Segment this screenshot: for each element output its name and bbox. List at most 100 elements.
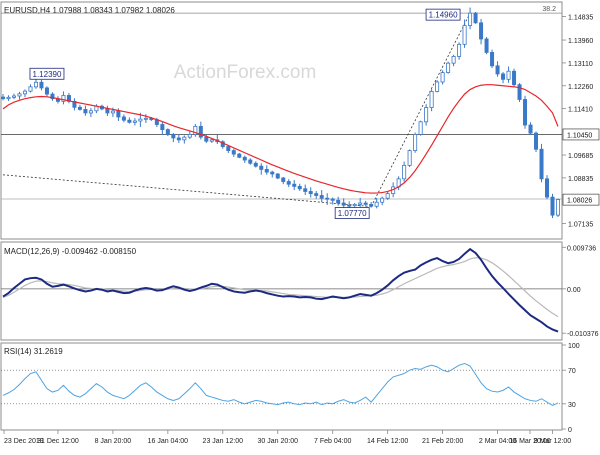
candle-body — [176, 137, 181, 141]
candle-body — [413, 134, 418, 151]
moving-average — [2, 84, 559, 194]
candle-body — [226, 146, 231, 151]
candle-body — [237, 153, 242, 158]
candle-body — [550, 196, 555, 216]
price-annotation-text: 1.07770 — [338, 209, 367, 218]
time-tick-label: 23 Jan 12:00 — [203, 438, 244, 445]
candle-body — [33, 81, 38, 88]
candle-body — [303, 188, 308, 192]
candle-body — [374, 201, 379, 207]
candle-body — [341, 202, 346, 206]
candle-body — [248, 159, 253, 164]
candle-body — [0, 96, 6, 100]
time-tick-label: 7 Feb 04:00 — [314, 438, 351, 445]
candle-body — [446, 62, 451, 73]
candle-body — [556, 199, 561, 216]
candle-body — [61, 95, 66, 102]
candle-body — [105, 108, 110, 114]
candle-body — [116, 110, 121, 118]
candle-body — [138, 118, 143, 122]
candle-body — [534, 132, 539, 150]
candle-body — [50, 93, 55, 100]
candle-body — [83, 109, 88, 114]
price-annotation: 1.07770 — [334, 207, 370, 219]
rsi-axis: 100 70 30 0 — [562, 343, 580, 434]
candle-body — [44, 87, 49, 95]
candle-body — [39, 81, 44, 89]
candle-body — [539, 148, 544, 180]
macd-tick-label: 0.00 — [567, 287, 581, 294]
candle-body — [292, 183, 297, 187]
price-annotation-text: 1.12390 — [33, 70, 62, 79]
candle-body — [132, 120, 137, 123]
candle-body — [160, 124, 165, 131]
time-tick-label: 30 Jan 20:00 — [258, 438, 299, 445]
macd-label: MACD(12,26,9) -0.009462 -0.008150 — [4, 247, 137, 256]
candle-body — [429, 91, 434, 108]
macd-tick-label: -0.010376 — [567, 331, 599, 338]
candle-body — [407, 150, 412, 166]
candle-body — [11, 95, 16, 98]
candle-body — [523, 99, 528, 126]
candle-body — [193, 125, 198, 135]
candle-body — [77, 106, 82, 110]
ma-line — [2, 84, 559, 194]
candle-body — [242, 156, 247, 161]
price-tick-label: 1.11410 — [568, 107, 593, 114]
candle-body — [270, 171, 275, 175]
candle-body — [490, 52, 495, 67]
candle-body — [495, 65, 500, 75]
candle-body — [402, 164, 407, 180]
rsi-plot — [1, 362, 562, 407]
price-annotation: 1.12390 — [29, 67, 65, 80]
candle-body — [110, 110, 115, 114]
candle-body — [347, 204, 352, 207]
candle-body — [468, 12, 473, 26]
candle-body — [424, 107, 429, 123]
candle-body — [479, 22, 484, 40]
price-tick-label: 1.13960 — [568, 38, 593, 45]
macd-line — [2, 247, 559, 333]
candle-body — [17, 93, 22, 97]
candle-body — [297, 185, 302, 190]
candle-body — [171, 134, 176, 139]
resistance-label: 1.10450 — [567, 132, 592, 139]
price-tick-label: 1.12260 — [568, 84, 593, 91]
price-tick-label: 1.09685 — [568, 153, 593, 160]
candle-body — [314, 193, 319, 196]
candle-body — [473, 12, 478, 24]
trendline-1 — [2, 174, 372, 207]
time-tick-label: 14 Feb 12:00 — [367, 438, 408, 445]
candle-body — [380, 197, 385, 203]
candle-body — [484, 38, 489, 53]
trendline-2 — [370, 12, 471, 207]
price-annotation-box — [425, 8, 461, 21]
macd-tick-label: 0.009736 — [567, 245, 596, 252]
price-annotations: 1.12390 1.07770 1.14960 — [29, 8, 461, 219]
rsi-label: RSI(14) 31.2619 — [4, 347, 63, 356]
candles — [0, 7, 561, 219]
candle-body — [88, 110, 93, 114]
candle-body — [143, 117, 148, 120]
candle-body — [385, 193, 390, 199]
price-tick-label: 1.08835 — [568, 176, 593, 183]
candle-body — [286, 181, 291, 185]
candle-body — [22, 90, 27, 95]
price-annotation-box — [334, 207, 370, 219]
candle-body — [6, 96, 11, 100]
candle-body — [336, 199, 341, 204]
candle-body — [517, 84, 522, 100]
price-annotation: 1.14960 — [425, 8, 461, 21]
candle-body — [281, 177, 286, 182]
candle-body — [325, 197, 330, 200]
last-price-label-box — [562, 193, 600, 206]
rsi-tick-label: 0 — [568, 427, 572, 434]
candle-body — [275, 173, 280, 179]
candle-body — [121, 116, 126, 121]
resistance-label-box — [562, 128, 600, 141]
price-tick-label: 1.14835 — [568, 15, 593, 22]
candle-body — [308, 191, 313, 195]
